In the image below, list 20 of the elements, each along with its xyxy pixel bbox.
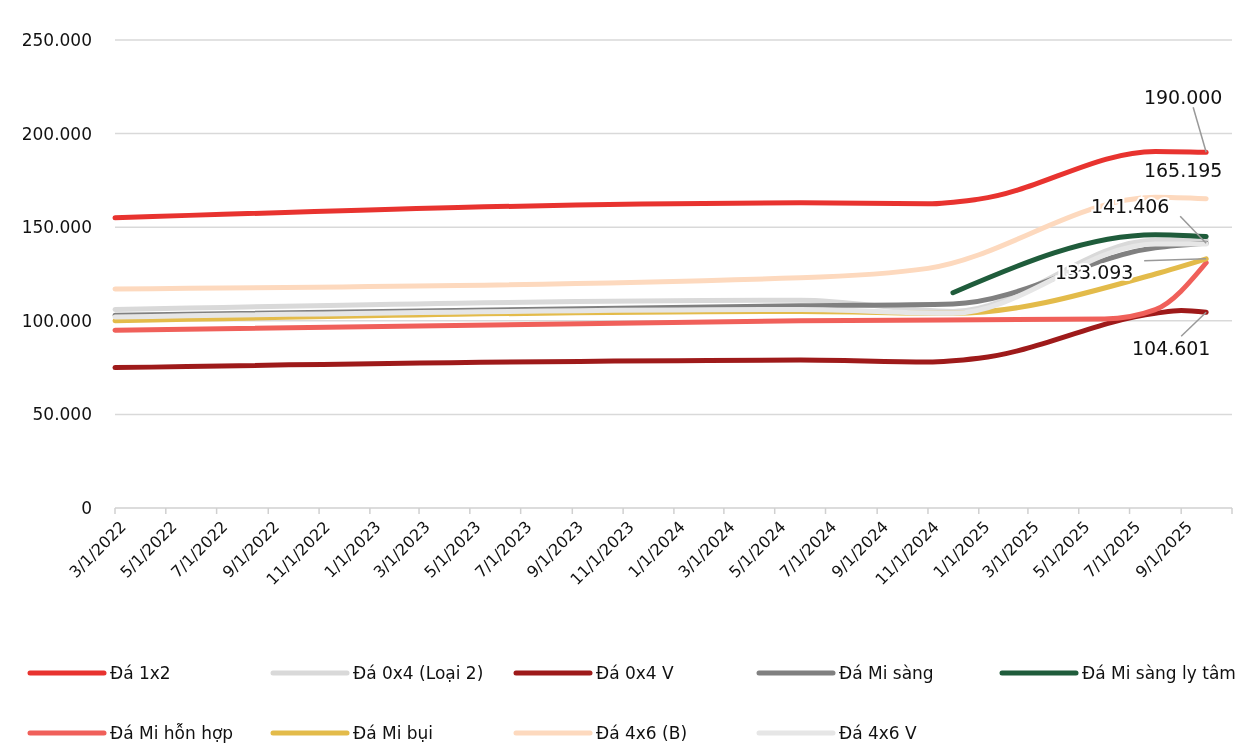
legend-label: Đá Mi sàng ly tâm [1082,662,1236,683]
annotation: 133.093 [1054,261,1134,284]
legend-label: Đá Mi sàng [839,662,934,683]
y-tick-label: 50.000 [32,404,92,425]
annotation: 190.000 [1143,85,1223,108]
annotation: 165.195 [1143,159,1223,182]
legend-label: Đá 4x6 (B) [596,722,688,743]
y-tick-label: 200.000 [21,123,92,144]
y-tick-label: 100.000 [21,310,92,331]
legend-label: Đá 0x4 V [596,662,675,683]
legend-label: Đá 1x2 [110,662,171,683]
legend-label: Đá 4x6 V [839,722,918,743]
legend-label: Đá 0x4 (Loại 2) [353,662,484,683]
legend-label: Đá Mi hỗn hợp [110,722,234,743]
annotation: 141.406 [1090,194,1170,217]
annotation: 104.601 [1131,336,1211,359]
y-tick-label: 0 [81,497,92,518]
legend-label: Đá Mi bụi [353,722,434,743]
y-tick-label: 150.000 [21,217,92,238]
y-tick-label: 250.000 [21,29,92,50]
